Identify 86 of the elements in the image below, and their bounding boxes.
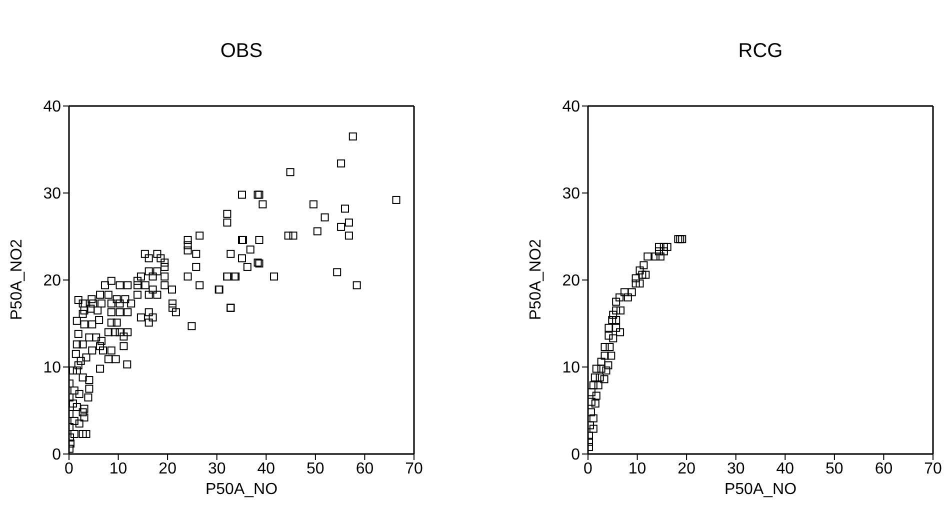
x-tick-label: 60	[874, 460, 893, 478]
point	[606, 342, 614, 351]
x-tick-label: 60	[356, 460, 374, 478]
point	[640, 261, 648, 270]
x-tick-label: 50	[826, 460, 844, 478]
point	[660, 242, 668, 251]
point	[604, 361, 612, 370]
y-tick-label: 10	[43, 360, 62, 377]
point	[597, 358, 606, 366]
x-tick-label: 40	[257, 460, 276, 478]
point	[660, 247, 668, 256]
y-tick-label: 30	[562, 186, 580, 203]
x-tick-label: 20	[678, 460, 696, 478]
point	[674, 235, 682, 244]
point	[590, 373, 599, 382]
point	[644, 252, 652, 261]
y-axis-title: P50A_NO2	[528, 238, 545, 320]
x-tick-label: 70	[405, 460, 423, 478]
point	[600, 342, 609, 351]
point	[616, 306, 625, 314]
point	[636, 266, 644, 274]
y-tick-label: 10	[562, 360, 580, 377]
point	[612, 324, 620, 332]
point	[604, 332, 613, 340]
point	[663, 242, 672, 251]
point	[654, 247, 663, 256]
point	[602, 366, 610, 374]
x-tick-label: 20	[158, 460, 177, 478]
point	[676, 235, 684, 244]
point	[609, 310, 618, 319]
point	[594, 381, 602, 390]
point	[654, 242, 663, 251]
point	[638, 270, 646, 279]
point	[678, 235, 686, 244]
point	[612, 316, 620, 324]
point	[600, 352, 609, 360]
point	[597, 364, 606, 373]
point	[589, 424, 598, 433]
point	[624, 293, 632, 302]
point	[636, 279, 644, 288]
y-tick-label: 20	[562, 272, 580, 290]
point	[628, 288, 636, 296]
point	[656, 252, 664, 261]
point	[589, 381, 598, 390]
point	[607, 352, 616, 360]
chart-title: RCG	[737, 40, 784, 63]
point	[642, 270, 650, 279]
point	[588, 398, 596, 406]
x-axis-title: P50A_NO	[205, 481, 278, 498]
x-tick-label: 40	[776, 460, 794, 478]
point	[588, 408, 595, 416]
point	[604, 324, 613, 332]
x-tick-label: 30	[726, 460, 745, 478]
point	[612, 306, 620, 314]
x-tick-label: 10	[109, 460, 128, 478]
x-tick-label: 0	[584, 460, 593, 478]
y-tick-label: 40	[43, 98, 62, 116]
point	[612, 298, 620, 306]
point	[592, 392, 600, 400]
point	[591, 400, 600, 408]
point	[588, 388, 596, 396]
y-tick-label: 0	[52, 446, 62, 464]
y-tick-label: 0	[571, 446, 580, 464]
x-tick-label: 10	[628, 460, 646, 478]
y-axis-title: P50A_NO2	[8, 238, 26, 320]
y-tick-label: 20	[43, 272, 62, 290]
point	[616, 293, 624, 302]
point	[608, 316, 616, 324]
x-tick-label: 0	[64, 460, 74, 478]
chart-title: OBS	[219, 40, 264, 63]
y-tick-label: 40	[562, 98, 580, 116]
point	[620, 288, 628, 296]
x-tick-label: 30	[208, 460, 226, 478]
x-tick-label: 50	[306, 460, 324, 478]
point	[632, 279, 640, 288]
point	[616, 328, 624, 336]
y-tick-label: 30	[43, 186, 62, 203]
x-axis-title: P50A_NO	[724, 481, 797, 498]
point	[609, 334, 618, 342]
point	[592, 364, 600, 373]
point	[596, 373, 604, 382]
point	[589, 414, 598, 422]
x-tick-label: 70	[924, 460, 942, 478]
point	[652, 252, 660, 261]
point	[600, 375, 608, 384]
point	[632, 274, 640, 282]
